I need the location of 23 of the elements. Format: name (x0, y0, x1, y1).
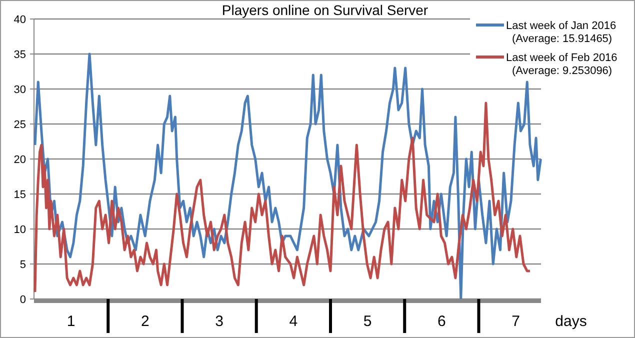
x-tick-label: 3 (215, 313, 224, 330)
y-tick-label: 35 (14, 48, 26, 61)
annotation: (Average: 15.91465) (512, 32, 612, 45)
y-tick-label: 15 (14, 188, 26, 201)
y-tick-label: 10 (14, 224, 26, 236)
x-tick-label: 2 (141, 313, 150, 330)
line-series (34, 102, 532, 294)
y-tick-label: 30 (14, 84, 26, 96)
chart-title: Players online on Survival Server (222, 2, 428, 18)
y-tick-label: 0 (20, 294, 26, 306)
y-tick-label: 40 (14, 14, 26, 26)
y-tick-label: 5 (20, 258, 26, 271)
x-axis-title: days (555, 313, 587, 330)
annotation: (Average: 9.253096) (512, 64, 612, 77)
y-tick-label: 25 (14, 118, 26, 131)
y-tick-label: 20 (14, 154, 26, 166)
x-tick-label: 1 (66, 313, 76, 330)
x-tick-label: 6 (438, 313, 446, 330)
legend-label: Last week of Jan 2016 (506, 20, 616, 32)
x-tick-label: 4 (289, 313, 298, 330)
x-tick-label: 7 (512, 313, 520, 330)
x-tick-label: 5 (363, 313, 372, 330)
legend-label: Last week of Feb 2016 (506, 52, 618, 64)
